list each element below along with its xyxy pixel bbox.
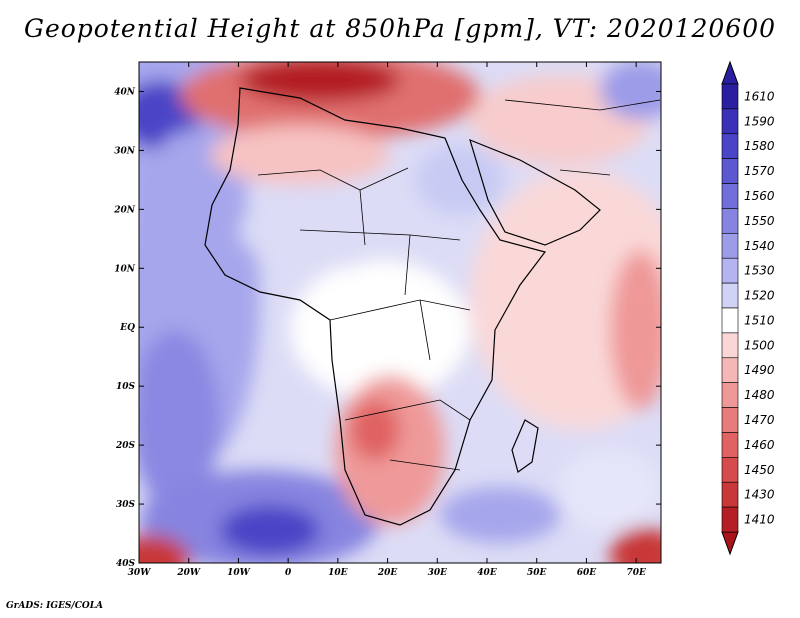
colorbar-swatch: [721, 208, 739, 234]
colorbar-label: 1460: [744, 438, 775, 452]
colorbar-swatch: [721, 481, 739, 508]
lat-tick-label: 30S: [116, 500, 136, 510]
map-title: Geopotential Height at 850hPa [gpm], VT:…: [23, 14, 777, 43]
colorbar-label: 1480: [744, 388, 775, 402]
colorbar-label: 1470: [744, 413, 775, 427]
colorbar-label: 1410: [744, 513, 775, 527]
colorbar-label: 1540: [744, 239, 775, 253]
colorbar-top-arrow: [721, 60, 739, 85]
colorbar-label: 1570: [744, 164, 775, 178]
lat-tick-label: 20N: [113, 205, 136, 215]
colorbar-swatch: [721, 357, 739, 383]
map-frame: [138, 61, 662, 564]
lon-tick-label: 60E: [577, 568, 597, 578]
longitude-axis: 30W 20W 10W 0 10E 20E 30E 40E 50E 60E 70E: [128, 62, 646, 578]
lon-tick-label: 30W: [128, 568, 152, 578]
lon-tick-label: 10W: [227, 568, 251, 578]
arabia-outline: [469, 138, 601, 246]
lon-tick-label: 20W: [176, 568, 201, 578]
lat-tick-label: 10N: [114, 264, 136, 274]
colorbar: 1610 1590 1580 1570 1560 1550 1540 1530 1520 1510…: [721, 60, 775, 556]
lat-tick-label: EQ: [119, 323, 135, 333]
colorbar-label: 1580: [744, 139, 775, 153]
colorbar-label: 1550: [744, 214, 775, 228]
latitude-axis: 40N 30N 20N 10N EQ 10S 20S 30S 40S: [113, 87, 661, 569]
colorbar-label: 1500: [744, 338, 775, 352]
colorbar-swatch: [721, 183, 739, 209]
lon-tick-label: 10E: [328, 568, 348, 578]
country-borders: [257, 99, 661, 471]
colorbar-swatch: [721, 233, 739, 259]
colorbar-swatch: [721, 133, 739, 159]
colorbar-label: 1450: [744, 463, 775, 477]
colorbar-label: 1560: [744, 189, 775, 203]
colorbar-swatch: [721, 83, 739, 110]
lon-tick-label: 30E: [428, 568, 448, 578]
lon-tick-label: 70E: [626, 568, 646, 578]
colorbar-bottom-arrow: [721, 531, 739, 556]
lat-tick-label: 20S: [115, 441, 136, 451]
colorbar-swatch: [721, 307, 739, 334]
colorbar-swatch: [721, 457, 739, 483]
colorbar-swatch: [721, 108, 739, 135]
lon-tick-label: 20E: [377, 568, 398, 578]
madagascar-outline: [511, 419, 539, 473]
colorbar-label: 1430: [744, 488, 775, 502]
colorbar-label: 1490: [744, 363, 775, 377]
lon-tick-label: 50E: [527, 568, 547, 578]
grads-credit: GrADS: IGES/COLA: [6, 601, 104, 611]
africa-coastline: [204, 87, 547, 526]
colorbar-label: 1520: [744, 289, 775, 303]
lat-tick-label: 40N: [114, 87, 136, 97]
lon-tick-label: 0: [285, 568, 292, 578]
colorbar-swatch: [721, 158, 739, 184]
lat-tick-label: 40S: [116, 559, 136, 569]
colorbar-swatch: [721, 282, 739, 309]
colorbar-label: 1510: [744, 313, 775, 327]
colorbar-swatch: [721, 407, 739, 433]
lat-tick-label: 30N: [114, 146, 136, 156]
colorbar-label: 1610: [744, 89, 775, 103]
colorbar-swatch: [721, 506, 739, 533]
height-field: [139, 62, 661, 563]
colorbar-swatch: [721, 257, 739, 284]
colorbar-swatch: [721, 432, 739, 458]
colorbar-swatch: [721, 382, 739, 408]
colorbar-label: 1530: [744, 264, 775, 278]
lat-tick-label: 10S: [116, 382, 136, 392]
colorbar-swatch: [721, 332, 739, 359]
colorbar-label: 1590: [744, 114, 775, 128]
lon-tick-label: 40E: [477, 568, 497, 578]
